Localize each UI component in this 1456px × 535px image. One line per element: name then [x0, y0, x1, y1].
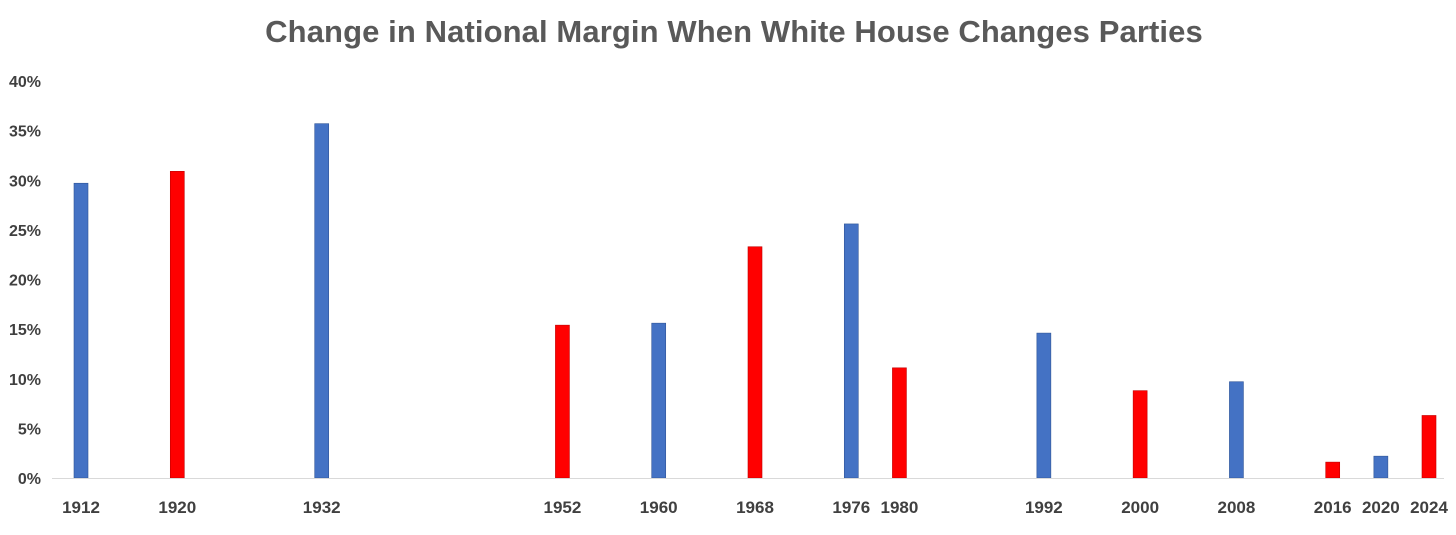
x-tick-label: 2000: [1121, 498, 1159, 517]
y-tick-label: 30%: [9, 173, 41, 190]
x-tick-label: 1992: [1025, 498, 1063, 517]
x-tick-label: 1976: [832, 498, 870, 517]
bar-1980: [892, 367, 907, 479]
x-tick-label: 1920: [158, 498, 196, 517]
bar-1920: [169, 171, 185, 479]
bar-1976: [843, 223, 859, 479]
y-tick-label: 15%: [9, 322, 41, 339]
bar-1992: [1036, 332, 1052, 479]
y-tick-label: 10%: [9, 372, 41, 389]
x-tick-label: 1932: [303, 498, 341, 517]
y-tick-label: 0%: [18, 471, 41, 488]
bar-1968: [747, 246, 763, 479]
y-tick-label: 5%: [18, 421, 41, 438]
bar-2000: [1132, 390, 1148, 479]
bar-1932: [314, 123, 330, 479]
chart-title: Change in National Margin When White Hou…: [265, 14, 1203, 49]
bar-1960: [651, 322, 667, 479]
y-tick-label: 25%: [9, 223, 41, 240]
bar-1952: [555, 324, 570, 479]
x-tick-label: 2008: [1218, 498, 1256, 517]
y-tick-label: 35%: [9, 124, 41, 141]
bar-2020: [1373, 455, 1389, 479]
x-tick-label: 2024: [1410, 498, 1448, 517]
x-tick-label: 2016: [1314, 498, 1352, 517]
y-tick-label: 20%: [9, 273, 41, 290]
bar-2016: [1325, 461, 1341, 479]
x-tick-label: 1960: [640, 498, 678, 517]
bar-2008: [1229, 381, 1244, 479]
x-tick-label: 2020: [1362, 498, 1400, 517]
x-tick-label: 1968: [736, 498, 774, 517]
x-tick-label: 1912: [62, 498, 100, 517]
bar-2024: [1421, 415, 1437, 479]
y-tick-label: 40%: [9, 74, 41, 91]
x-tick-label: 1952: [544, 498, 582, 517]
bar-1912: [73, 182, 89, 479]
x-tick-label: 1980: [881, 498, 919, 517]
